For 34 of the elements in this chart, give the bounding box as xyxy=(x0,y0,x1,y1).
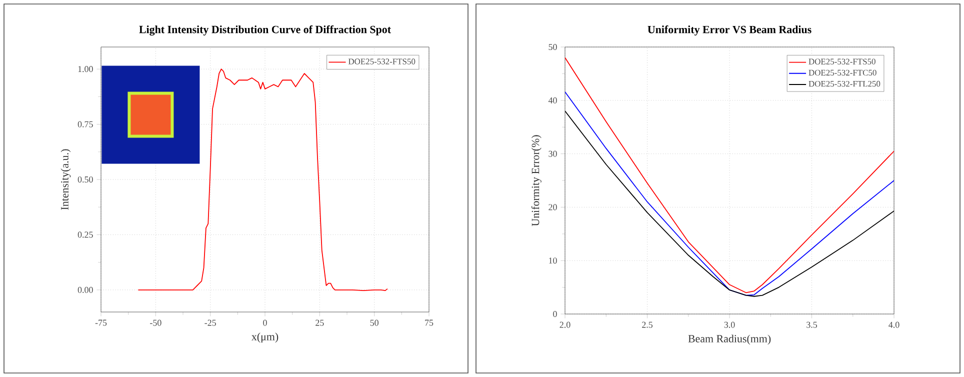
chart-title: Uniformity Error VS Beam Radius xyxy=(648,25,812,36)
x-tick-label: 50 xyxy=(370,320,378,326)
x-tick-label: 3.0 xyxy=(724,322,735,328)
x-tick-label: 0 xyxy=(263,320,267,326)
legend-label: DOE25-532-FTL250 xyxy=(808,80,880,87)
y-tick-label: 0.75 xyxy=(78,121,93,128)
y-tick-label: 50 xyxy=(548,44,557,50)
y-tick-label: 30 xyxy=(548,150,557,157)
x-tick-label: 25 xyxy=(316,320,324,326)
y-tick-label: 40 xyxy=(548,97,557,104)
legend-label: DOE25-532-FTS50 xyxy=(808,58,876,64)
y-tick-label: 1.00 xyxy=(78,66,93,72)
x-tick-label: 75 xyxy=(425,320,434,326)
y-axis-title: Intensity(a.u.) xyxy=(60,149,71,210)
x-tick-label: -75 xyxy=(95,320,107,326)
chart-title: Light Intensity Distribution Curve of Diffraction Spot xyxy=(139,25,391,36)
y-tick-label: 10 xyxy=(549,258,557,264)
y-tick-label: 0.00 xyxy=(78,286,93,293)
y-tick-label: 20 xyxy=(548,204,557,210)
y-tick-label: 0 xyxy=(553,310,557,318)
legend-label: DOE25-532-FTS50 xyxy=(348,58,416,64)
y-tick-label: 0.50 xyxy=(78,176,93,183)
legend-label: DOE25-532-FTC50 xyxy=(808,70,876,76)
x-tick-label: 3.5 xyxy=(806,322,818,328)
x-tick-label: 4.0 xyxy=(888,322,900,328)
x-axis-title: Beam Radius(mm) xyxy=(688,334,771,345)
x-tick-label: 2.0 xyxy=(560,322,570,328)
y-axis-title: Uniformity Error(%) xyxy=(531,135,542,226)
x-tick-label: -50 xyxy=(150,320,162,326)
line-series xyxy=(565,57,894,294)
x-axis-title: x(μm) xyxy=(252,332,278,343)
x-tick-label: -25 xyxy=(204,320,216,326)
y-tick-label: 0.25 xyxy=(78,232,93,238)
x-tick-label: 2.5 xyxy=(642,322,653,328)
